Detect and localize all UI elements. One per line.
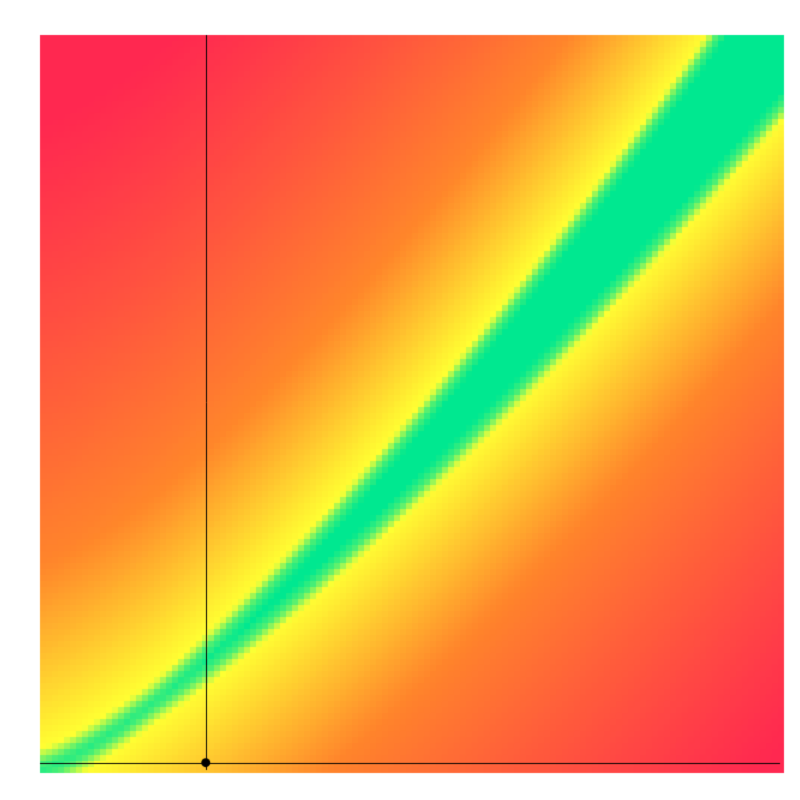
- bottleneck-heatmap: [0, 0, 800, 800]
